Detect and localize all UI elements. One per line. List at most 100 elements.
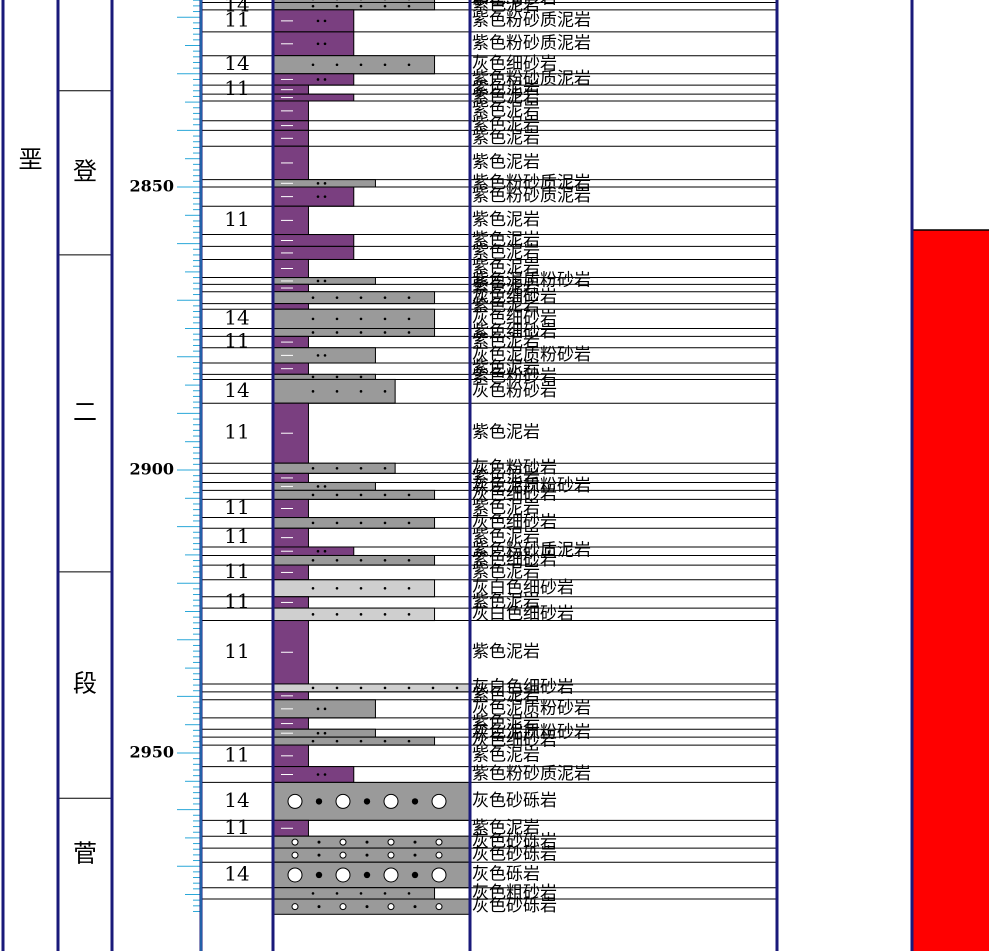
sand-dot <box>359 613 363 616</box>
layer-description: 紫色细砂岩 <box>472 0 557 9</box>
layer-description: 紫色泥岩 <box>472 745 540 765</box>
layer-code: 11 <box>224 815 249 839</box>
sand-dot <box>359 558 363 562</box>
layer-code: 11 <box>224 420 249 444</box>
sand-dot <box>359 892 363 895</box>
layer-description: 紫色泥岩 <box>472 128 540 148</box>
pebble-dot <box>363 798 371 805</box>
sand-dot <box>335 296 339 299</box>
lithology-bar <box>272 887 436 900</box>
layer-description: 灰色砾岩 <box>472 864 540 884</box>
silt-dot <box>323 549 327 553</box>
formation-label: 垩 <box>19 146 43 174</box>
sand-dot <box>359 686 363 690</box>
pebble <box>291 851 299 859</box>
layer: 灰白色细砂岩 <box>201 604 777 624</box>
pebble <box>435 851 443 859</box>
member-label: 段 <box>73 670 97 698</box>
layer-description: 灰色细砂岩 <box>472 308 557 328</box>
layer: 11 紫色泥岩 <box>201 205 777 236</box>
layer: 紫色泥岩 <box>201 100 777 122</box>
sand-dot <box>335 586 339 590</box>
member-label: 登 <box>73 157 97 185</box>
sand-dot <box>335 613 339 616</box>
layer-code: 11 <box>224 495 249 519</box>
silt-dot <box>316 549 320 553</box>
layer-code: 11 <box>224 329 249 353</box>
layer-description: 紫色泥岩 <box>472 642 540 662</box>
layer-description: 灰色泥质粉砂岩 <box>472 476 591 496</box>
silt-dot <box>323 195 327 198</box>
silt-dot <box>316 19 320 23</box>
sand-dot <box>311 4 315 8</box>
pebble-dot <box>413 905 417 909</box>
layer: 紫色泥岩 <box>201 685 777 705</box>
silt-dot <box>316 78 320 81</box>
member-label: 二 <box>73 398 97 426</box>
layer: 紫色粉砂质泥岩 <box>201 31 777 57</box>
layer-code: 11 <box>224 524 249 548</box>
layer: 紫色泥岩 <box>201 278 777 298</box>
layer-description: 灰色泥质粉砂岩 <box>472 345 591 365</box>
sand-dot <box>311 467 315 470</box>
layer-description: 灰色细砂岩 <box>472 512 557 532</box>
sand-dot <box>311 390 315 393</box>
layer-description: 灰白色细砂岩 <box>472 578 574 598</box>
red-interval-bar <box>912 230 989 951</box>
depth-tick-label: 2950 <box>129 743 174 762</box>
layer: 紫色泥岩 <box>201 713 777 733</box>
pebble <box>435 903 443 911</box>
lithology-bar <box>272 517 436 529</box>
layer: 灰色泥质粉砂岩 <box>201 698 777 719</box>
lithology-bar <box>272 1 436 11</box>
sand-dot <box>335 493 339 497</box>
layer: 紫色粉砂质泥岩 <box>201 173 777 193</box>
sand-dot <box>383 558 387 562</box>
silt-dot <box>316 279 320 283</box>
sand-dot <box>359 739 363 743</box>
pebble-dot <box>365 840 369 844</box>
sand-dot <box>407 493 411 497</box>
pebble-dot <box>365 853 369 857</box>
silt-dot <box>323 707 327 711</box>
formation-column: 垩 <box>19 146 43 174</box>
sand-dot <box>407 521 411 525</box>
pebble-dot <box>411 871 419 879</box>
layer-description: 紫色泥岩 <box>472 0 540 16</box>
lithology-bar <box>272 736 436 746</box>
layer: 11 紫色泥岩 <box>201 620 777 685</box>
sand-dot <box>383 296 387 299</box>
layer: 11 紫色泥岩 <box>201 402 777 464</box>
layer-description: 灰白色细砂岩 <box>472 677 574 697</box>
pebble-dot <box>315 871 323 879</box>
sand-dot <box>311 63 315 67</box>
column-borders <box>1 0 914 951</box>
layer-code: 11 <box>224 639 249 663</box>
layer-description: 紫色泥岩 <box>472 713 540 733</box>
sand-dot <box>383 686 387 690</box>
layer-description: 紫色泥岩 <box>472 278 540 298</box>
layer-description: 紫色泥岩 <box>472 562 540 582</box>
silt-dot <box>323 182 327 185</box>
pebble <box>431 867 447 883</box>
layer-description: 紫色泥岩 <box>472 296 540 316</box>
layer: 紫色泥岩 <box>201 358 777 378</box>
lithology-layers: 11紫色泥岩紫色细砂岩14紫色泥岩11紫色粉砂质泥岩紫色粉砂质泥岩14灰色细砂岩… <box>201 0 777 916</box>
layer: 紫色泥岩 <box>201 296 777 316</box>
layer: 14 灰色细砂岩 <box>201 51 777 75</box>
silt-dot <box>323 19 327 23</box>
lithology-bar <box>272 55 436 75</box>
lithology-bar <box>272 462 396 474</box>
sand-dot <box>455 686 459 690</box>
sand-dot <box>359 493 363 497</box>
sand-dot <box>311 331 315 334</box>
pebble <box>431 793 447 809</box>
silt-dot <box>323 354 327 357</box>
sand-dot <box>335 686 339 690</box>
pebble <box>339 838 347 846</box>
layer-description: 灰色砂砾岩 <box>472 791 557 811</box>
sand-dot <box>311 558 315 562</box>
layer-description: 紫色粉砂质泥岩 <box>472 69 591 89</box>
sand-dot <box>359 521 363 525</box>
